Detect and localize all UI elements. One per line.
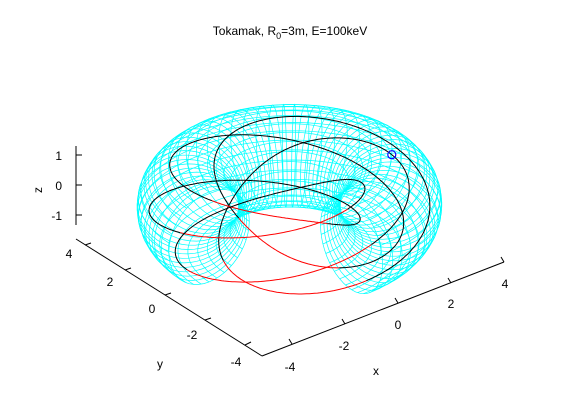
trajectory-segment xyxy=(222,260,367,295)
x-tick-label: -2 xyxy=(339,339,350,353)
torus-parallel xyxy=(151,169,428,291)
chart-title-subscript: 0 xyxy=(276,31,281,41)
x-axis-line xyxy=(261,261,505,357)
torus-parallel xyxy=(177,106,402,205)
trajectory-segment xyxy=(186,243,372,283)
torus-parallel xyxy=(168,104,411,211)
z-tick-label: 0 xyxy=(55,179,62,193)
trajectory-segment-inside xyxy=(148,179,361,234)
trajectory-segment xyxy=(211,200,328,225)
x-tick-mark xyxy=(341,318,346,325)
x-tick-label: 0 xyxy=(395,318,402,332)
y-axis-ticks xyxy=(84,242,252,346)
y-axis-line xyxy=(75,238,263,357)
torus-parallel xyxy=(206,123,372,197)
trajectory-segment-inside xyxy=(169,134,405,269)
torus-parallel xyxy=(215,131,364,197)
y-tick-mark xyxy=(84,242,92,246)
trajectory-segment-inside xyxy=(371,154,410,245)
x-tick-label: -4 xyxy=(285,360,296,374)
torus-parallel xyxy=(197,204,382,286)
trajectory-start-marker xyxy=(387,150,397,160)
y-tick-mark xyxy=(124,267,132,271)
z-tick-label: -1 xyxy=(51,209,62,223)
z-axis-ticks xyxy=(76,154,82,216)
torus-wireframe xyxy=(136,103,443,295)
chart-title: Tokamak, R0=3m, E=100keV xyxy=(213,24,367,41)
trajectory-segment-inside xyxy=(213,115,431,282)
torus-meridian xyxy=(295,104,310,208)
trajectory-segment-inside xyxy=(218,137,393,261)
y-tick-label: -2 xyxy=(187,328,198,342)
y-tick-mark xyxy=(244,341,252,346)
torus-parallel xyxy=(229,151,350,204)
z-tick-label: 1 xyxy=(55,149,62,163)
torus-parallel xyxy=(206,206,372,280)
y-tick-label: 0 xyxy=(149,302,156,316)
trajectory-segment xyxy=(238,217,340,269)
x-tick-mark xyxy=(447,277,452,284)
torus-parallel xyxy=(229,201,350,254)
chart-title-prefix: Tokamak, R xyxy=(213,24,277,38)
particle-trajectory xyxy=(148,115,431,295)
z-axis-label: z xyxy=(31,187,45,193)
y-tick-label: 2 xyxy=(107,275,114,289)
y-tick-label: 4 xyxy=(66,247,73,261)
torus-parallel xyxy=(187,110,392,201)
y-tick-mark xyxy=(164,292,172,296)
x-tick-mark xyxy=(500,256,505,263)
x-axis-label: x xyxy=(373,364,379,378)
x-tick-mark xyxy=(288,338,293,345)
y-axis-label: y xyxy=(157,357,163,371)
torus-parallel xyxy=(223,204,356,264)
torus-parallel xyxy=(187,200,392,291)
torus-meridian xyxy=(291,103,296,208)
trajectory-segment-inside xyxy=(174,178,366,271)
torus-parallel xyxy=(177,194,402,293)
x-tick-label: 4 xyxy=(502,277,509,291)
y-tick-mark xyxy=(204,317,212,321)
trajectory-segment xyxy=(179,208,348,239)
chart-title-suffix: =3m, E=100keV xyxy=(281,24,367,38)
y-tick-label: -4 xyxy=(231,355,242,369)
x-tick-label: 2 xyxy=(448,297,455,311)
x-tick-mark xyxy=(394,297,399,304)
torus-parallel xyxy=(137,139,442,273)
x-axis-ticks xyxy=(288,256,505,345)
torus-parallel xyxy=(159,178,420,294)
